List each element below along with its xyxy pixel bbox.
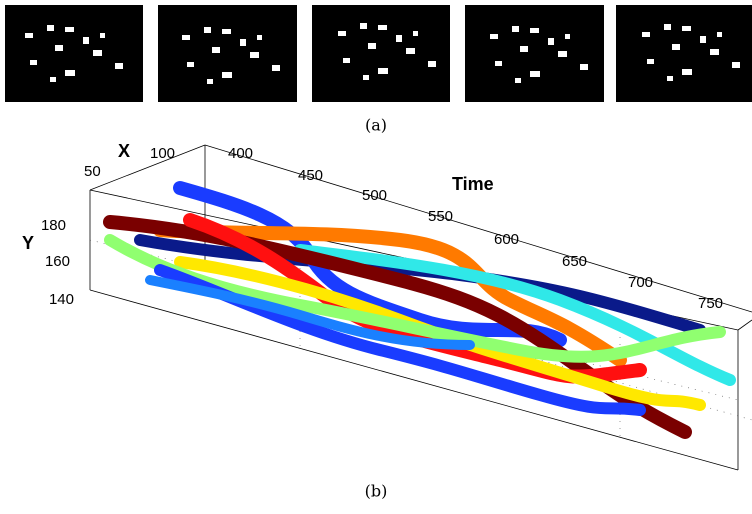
trajectories <box>110 188 730 432</box>
x-tick-label: 100 <box>150 145 175 162</box>
figure: (a) 50 100 180 160 140 400 450 500 <box>0 0 752 510</box>
time-tick-label: 650 <box>562 253 587 270</box>
time-tick-label: 600 <box>494 231 519 248</box>
frame <box>616 5 752 102</box>
y-tick-label: 180 <box>41 217 66 234</box>
frame <box>312 5 450 102</box>
time-tick-label: 450 <box>298 167 323 184</box>
frame <box>5 5 143 102</box>
frames <box>5 5 752 102</box>
y-tick-label: 140 <box>49 291 74 308</box>
axis-label: Time <box>452 174 494 194</box>
time-tick-label: 700 <box>628 274 653 291</box>
time-tick-label: 400 <box>228 145 253 162</box>
frame <box>465 5 604 102</box>
x-tick-label: 50 <box>84 163 101 180</box>
time-tick-label: 750 <box>698 295 723 312</box>
time-tick-label: 500 <box>362 187 387 204</box>
caption: (a) <box>365 116 387 135</box>
axis-label: X <box>118 141 130 161</box>
y-tick-label: 160 <box>45 253 70 270</box>
axis-label: Y <box>22 233 34 253</box>
time-tick-label: 550 <box>428 208 453 225</box>
frame <box>158 5 297 102</box>
caption: (b) <box>365 482 388 501</box>
